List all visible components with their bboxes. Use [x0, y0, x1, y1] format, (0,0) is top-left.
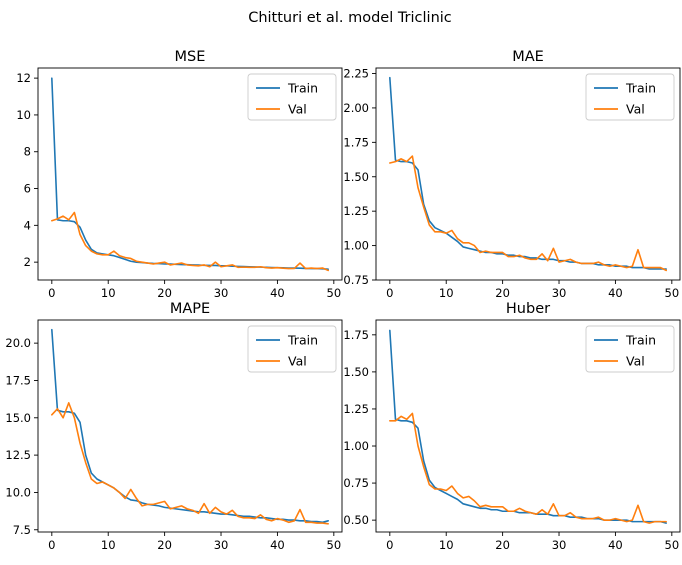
- subplot-mae: MAE 0 10 20 30 40 50 0.75 1.00 1.25 1.50 1.75 2.00 2.…: [343, 49, 681, 300]
- x-tick-label: 0: [48, 538, 55, 552]
- axes-frame: [375, 67, 681, 281]
- series-line-val: [389, 155, 667, 272]
- legend-label-train: Train: [625, 333, 656, 348]
- legend-label-val: Val: [288, 102, 307, 117]
- legend-label-val: Val: [288, 354, 307, 369]
- x-tick-label: 50: [327, 286, 342, 300]
- subplot-mse: MSE 0 10 20 30 40 50 2 4 6 8 10 12 Train Val: [16, 49, 343, 300]
- x-tick-label: 50: [327, 538, 342, 552]
- x-tick-label: 30: [214, 538, 229, 552]
- legend: Train Val: [585, 325, 675, 373]
- y-tick-label: 1.75: [343, 328, 369, 342]
- legend-label-train: Train: [287, 81, 318, 96]
- plot-lines: [389, 329, 667, 524]
- x-tick-label: 40: [608, 286, 623, 300]
- subplot-title: MSE: [175, 49, 206, 65]
- y-tick-label: 17.5: [5, 373, 31, 387]
- x-tick-label: 10: [439, 286, 454, 300]
- legend-label-val: Val: [626, 102, 645, 117]
- y-tick-label: 15.0: [5, 411, 31, 425]
- x-tick-label: 0: [48, 286, 55, 300]
- x-tick-label: 20: [495, 538, 510, 552]
- y-tick-label: 10: [16, 108, 31, 122]
- x-tick-label: 50: [665, 538, 680, 552]
- y-tick-label: 6: [24, 182, 31, 196]
- legend-label-train: Train: [625, 81, 656, 96]
- y-tick-label: 0.75: [343, 273, 369, 287]
- y-tick-label: 1.25: [343, 402, 369, 416]
- subplot-title: MAPE: [170, 301, 210, 317]
- y-tick-label: 12: [16, 71, 31, 85]
- x-tick-label: 20: [495, 286, 510, 300]
- x-tick-label: 40: [270, 286, 285, 300]
- x-tick-label: 10: [101, 538, 116, 552]
- x-tick-label: 30: [552, 286, 567, 300]
- x-tick-label: 0: [386, 538, 393, 552]
- x-tick-label: 40: [270, 538, 285, 552]
- x-tick-label: 50: [665, 286, 680, 300]
- y-tick-label: 2.25: [343, 67, 369, 81]
- x-tick-label: 10: [101, 286, 116, 300]
- y-tick-label: 2: [24, 255, 31, 269]
- series-line-val: [51, 402, 329, 525]
- x-tick-label: 30: [214, 286, 229, 300]
- y-tick-label: 2.00: [343, 101, 369, 115]
- y-tick-label: 1.75: [343, 135, 369, 149]
- subplot-huber: Huber 0 10 20 30 40 50 0.50 0.75 1.00 1.25 1.50 1.75…: [343, 301, 681, 552]
- subplot-title: Huber: [506, 301, 550, 317]
- y-tick-label: 1.00: [343, 439, 369, 453]
- axes-frame: [37, 67, 343, 281]
- y-tick-label: 0.50: [343, 513, 369, 527]
- y-tick-label: 1.00: [343, 239, 369, 253]
- legend: Train Val: [247, 73, 337, 121]
- subplot-title: MAE: [512, 49, 544, 65]
- figure-title: Chitturi et al. model Triclinic: [248, 10, 452, 26]
- x-tick-label: 10: [439, 538, 454, 552]
- legend-label-train: Train: [287, 333, 318, 348]
- y-tick-label: 7.5: [13, 523, 31, 537]
- y-tick-label: 4: [24, 218, 31, 232]
- series-line-val: [51, 211, 329, 272]
- subplot-mape: MAPE 0 10 20 30 40 50 7.5 10.0 12.5 15.0 17.5 20.0 Tr…: [5, 301, 343, 552]
- x-tick-label: 20: [157, 286, 172, 300]
- axes-frame: [37, 319, 343, 533]
- y-tick-label: 0.75: [343, 476, 369, 490]
- plot-lines: [51, 328, 329, 525]
- y-tick-label: 1.50: [343, 170, 369, 184]
- plot-lines: [51, 77, 329, 272]
- legend-label-val: Val: [626, 354, 645, 369]
- x-tick-label: 0: [386, 286, 393, 300]
- legend: Train Val: [585, 73, 675, 121]
- y-tick-label: 10.0: [5, 485, 31, 499]
- y-tick-label: 12.5: [5, 448, 31, 462]
- series-line-val: [389, 412, 667, 524]
- plot-lines: [389, 76, 667, 272]
- y-tick-label: 1.50: [343, 365, 369, 379]
- y-tick-label: 1.25: [343, 204, 369, 218]
- x-tick-label: 40: [608, 538, 623, 552]
- x-tick-label: 30: [552, 538, 567, 552]
- legend: Train Val: [247, 325, 337, 373]
- x-tick-label: 20: [157, 538, 172, 552]
- y-tick-label: 20.0: [5, 336, 31, 350]
- axes-frame: [375, 319, 681, 533]
- y-tick-label: 8: [24, 145, 31, 159]
